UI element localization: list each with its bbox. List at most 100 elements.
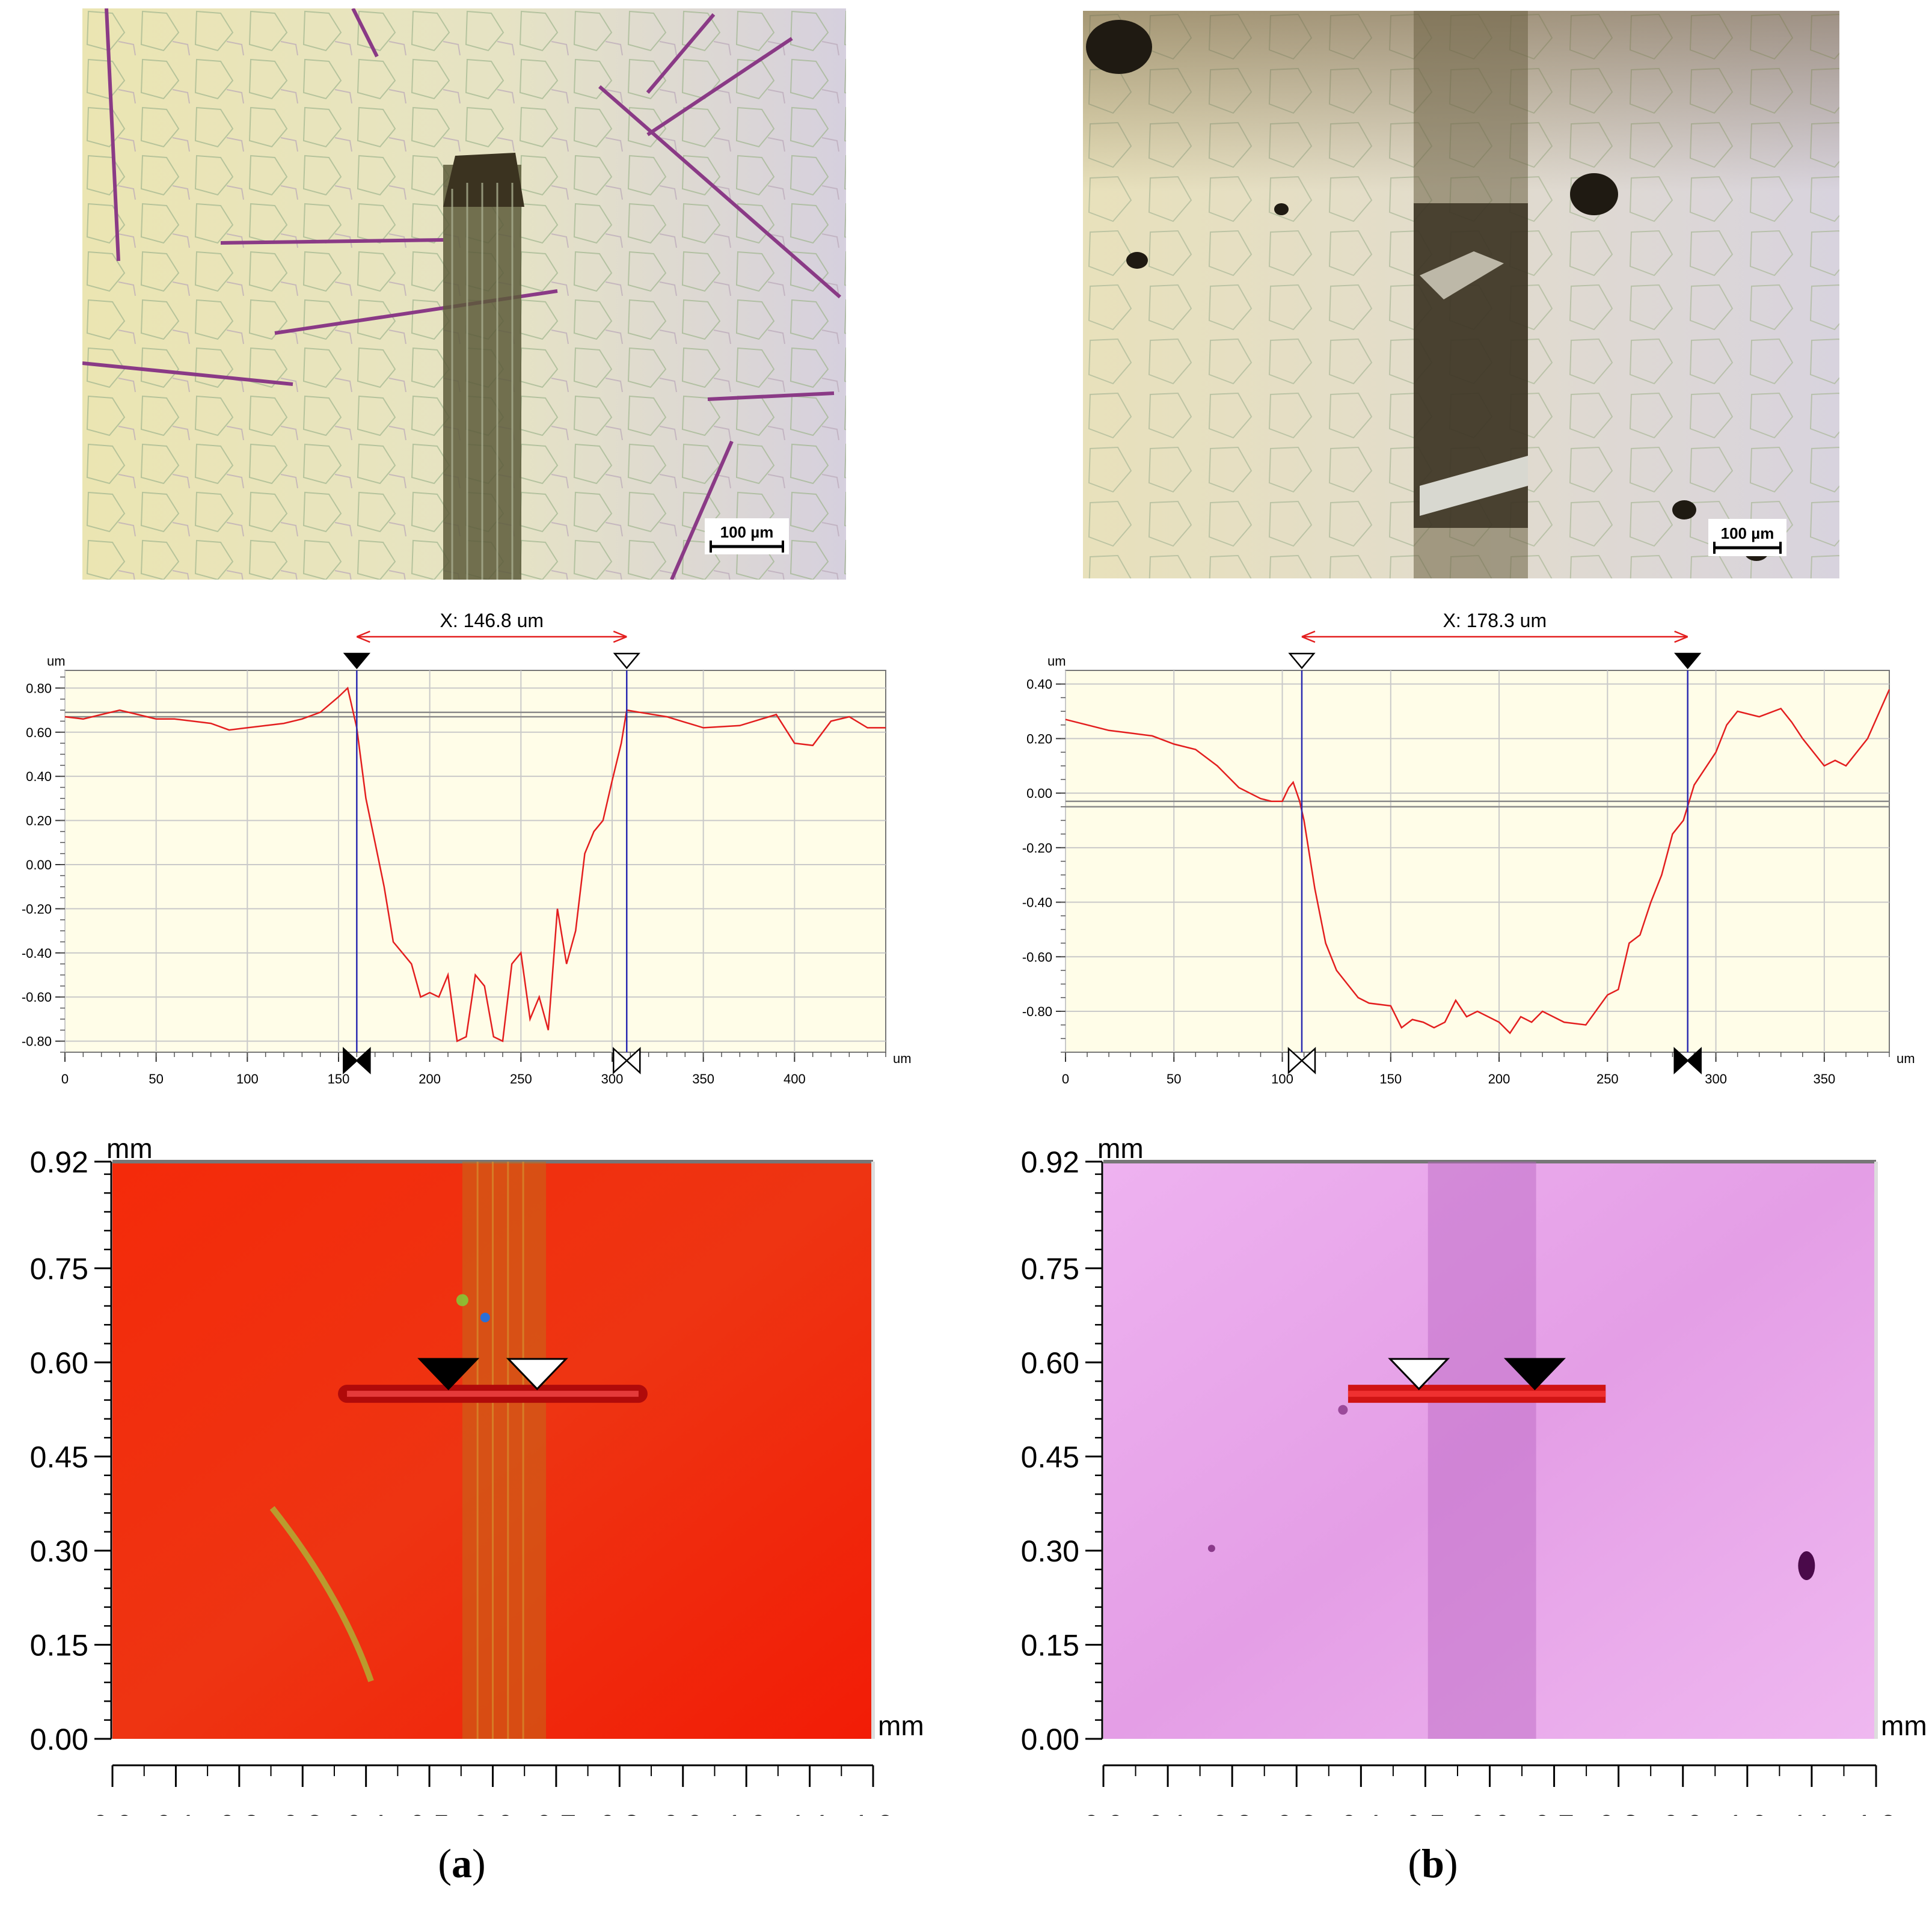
- x-tick-label: 0.4: [1341, 1810, 1381, 1816]
- y-unit-label: um: [1047, 654, 1066, 669]
- scratch-band: [1428, 1162, 1536, 1739]
- measure-arrow-heads-icon: [356, 630, 627, 643]
- y-tick-label: 0.92: [1021, 1145, 1079, 1179]
- profile-chart-b: 0 50 100 150 200 250 300 350 0.40 0.20 0.00 -0.20 -0…: [992, 595, 1932, 1100]
- x-tick-label: 200: [419, 1071, 441, 1086]
- cursor-right-bottom-marker-icon[interactable]: [613, 1047, 641, 1074]
- height-map-b: 0.92 0.75 0.60 0.45 0.30 0.15 0.00 0.0 0.1 0.2 0.3…: [974, 1130, 1932, 1816]
- x-tick-label: 0: [1062, 1071, 1069, 1086]
- micrograph-b: 100 µm: [1083, 11, 1839, 578]
- x-tick-label: 350: [1813, 1071, 1835, 1086]
- cursor-left-marker-icon[interactable]: [343, 652, 371, 669]
- cursor-right-marker-icon[interactable]: [1503, 1358, 1566, 1391]
- caption-a: (a): [438, 1840, 486, 1886]
- y-tick-label: 0.00: [26, 857, 52, 872]
- x-tick-label: 250: [510, 1071, 532, 1086]
- feature-pit: [1207, 1545, 1215, 1552]
- scratch-track-a: [443, 153, 524, 580]
- x-tick-label: 0.7: [536, 1810, 577, 1816]
- x-tick-label: 100: [1271, 1071, 1293, 1086]
- x-tick-label: 0.8: [1598, 1810, 1639, 1816]
- cursor-right-marker-icon[interactable]: [613, 652, 640, 669]
- y-tick-label: 0.15: [30, 1628, 88, 1662]
- plot-area: [64, 670, 886, 1053]
- y-unit-label: mm: [1097, 1133, 1144, 1164]
- y-tick-label: 0.60: [30, 1346, 88, 1380]
- cursor-left-marker-icon[interactable]: [417, 1358, 480, 1391]
- x-tick-label: 150: [1379, 1071, 1402, 1086]
- profile-line: [1065, 689, 1891, 1035]
- y-tick-label: 0.30: [1021, 1534, 1079, 1568]
- x-unit-label: um: [893, 1051, 912, 1066]
- scratch-track-b: [1414, 11, 1528, 578]
- profile-line: [64, 686, 886, 1043]
- scale-bar-label-b: 100 µm: [1721, 524, 1774, 542]
- x-tick-label: 0.0: [93, 1810, 133, 1816]
- caption-b: (b): [1408, 1840, 1458, 1886]
- scratch-band: [462, 1162, 547, 1739]
- profile-chart-a: 0 50 100 150 200 250 300 350 400 0.80 0.60 0.40 0.20…: [0, 595, 938, 1100]
- measure-arrow-heads-icon: [1301, 630, 1688, 643]
- x-tick-label: 0.9: [663, 1810, 703, 1816]
- cursor-right-marker-icon[interactable]: [1674, 652, 1702, 669]
- x-tick-label: 0.9: [1663, 1810, 1703, 1816]
- x-tick-label: 1.2: [853, 1810, 894, 1816]
- x-tick-label: 250: [1596, 1071, 1619, 1086]
- x-tick-label: 100: [236, 1071, 259, 1086]
- y-tick-label: 0.40: [26, 769, 52, 784]
- x-tick-label: 350: [692, 1071, 714, 1086]
- x-tick-label: 50: [1167, 1071, 1181, 1086]
- x-tick-label: 0: [61, 1071, 69, 1086]
- y-unit-label: mm: [106, 1133, 153, 1164]
- x-tick-label: 200: [1488, 1071, 1510, 1086]
- y-tick-label: 0.92: [30, 1145, 88, 1179]
- x-tick-label: 0.2: [219, 1810, 259, 1816]
- x-tick-label: 0.1: [1148, 1810, 1188, 1816]
- x-tick-label: 1.0: [726, 1810, 767, 1816]
- x-unit-label: mm: [878, 1710, 924, 1741]
- y-tick-label: -0.60: [22, 990, 52, 1005]
- y-tick-label: 0.15: [1021, 1628, 1079, 1662]
- x-tick-label: 1.0: [1727, 1810, 1767, 1816]
- height-map-a: 0.92 0.75 0.60 0.45 0.30 0.15 0.00 0.0 0.1 0.2 0.3…: [0, 1130, 962, 1816]
- y-tick-label: -0.40: [22, 946, 52, 961]
- y-tick-label: -0.60: [1022, 949, 1052, 964]
- y-tick-label: 0.00: [1021, 1723, 1079, 1756]
- y-tick-label: -0.20: [1022, 841, 1052, 856]
- y-tick-label: 0.40: [1026, 677, 1052, 692]
- x-tick-label: 0.0: [1084, 1810, 1124, 1816]
- cursor-right-bottom-marker-icon[interactable]: [1673, 1047, 1702, 1074]
- height-map-surface: [1103, 1162, 1876, 1739]
- micrograph-a: 100 µm: [82, 8, 846, 580]
- x-tick-label: 150: [328, 1071, 350, 1086]
- plot-area: [1065, 670, 1890, 1053]
- feature-pit: [1338, 1405, 1348, 1415]
- cursor-left-marker-icon[interactable]: [1288, 652, 1316, 669]
- x-tick-label: 0.7: [1534, 1810, 1574, 1816]
- cursor-left-marker-icon[interactable]: [1388, 1358, 1450, 1391]
- x-tick-label: 0.8: [600, 1810, 640, 1816]
- y-tick-label: 0.60: [26, 725, 52, 740]
- cursor-left-bottom-marker-icon[interactable]: [343, 1047, 371, 1074]
- x-tick-label: 300: [1705, 1071, 1727, 1086]
- x-tick-label: 0.5: [1405, 1810, 1446, 1816]
- y-tick-label: -0.20: [22, 901, 52, 916]
- y-tick-label: 0.20: [1026, 731, 1052, 746]
- x-tick-label: 400: [784, 1071, 806, 1086]
- y-unit-label: um: [47, 654, 66, 669]
- cursor-left-bottom-marker-icon[interactable]: [1287, 1047, 1316, 1074]
- x-tick-label: 0.6: [1470, 1810, 1510, 1816]
- x-tick-label: 0.6: [473, 1810, 513, 1816]
- y-tick-label: 0.20: [26, 814, 52, 829]
- y-tick-label: 0.60: [1021, 1346, 1079, 1380]
- y-tick-label: 0.00: [30, 1723, 88, 1756]
- x-tick-label: 1.2: [1856, 1810, 1897, 1816]
- scale-bar-label-a: 100 µm: [720, 523, 774, 541]
- x-tick-label: 0.4: [346, 1810, 386, 1816]
- x-tick-label: 1.1: [1792, 1810, 1832, 1816]
- cursor-right-marker-icon[interactable]: [506, 1358, 568, 1391]
- x-tick-label: 50: [149, 1071, 163, 1086]
- measure-label: X: 178.3 um: [1443, 610, 1547, 631]
- measure-label: X: 146.8 um: [440, 610, 544, 631]
- y-tick-label: 0.75: [30, 1252, 88, 1285]
